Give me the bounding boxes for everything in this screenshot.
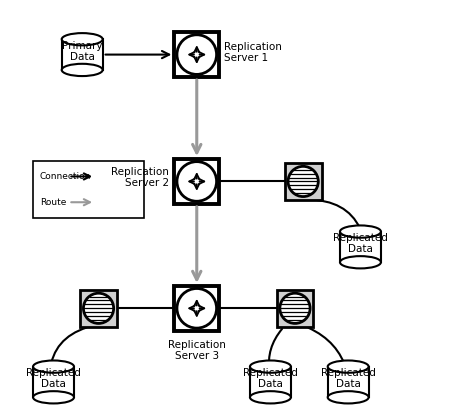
Ellipse shape xyxy=(340,256,381,268)
Bar xyxy=(174,159,219,204)
Text: Replicated
Data: Replicated Data xyxy=(321,368,375,389)
Bar xyxy=(80,290,117,327)
Circle shape xyxy=(288,166,318,197)
Bar xyxy=(250,367,291,397)
Ellipse shape xyxy=(62,33,103,45)
Circle shape xyxy=(177,162,217,201)
Text: Replication
Server 1: Replication Server 1 xyxy=(224,42,282,63)
Ellipse shape xyxy=(33,360,74,373)
Ellipse shape xyxy=(250,391,291,403)
Circle shape xyxy=(84,293,114,323)
Bar xyxy=(174,32,219,77)
Ellipse shape xyxy=(340,225,381,238)
Ellipse shape xyxy=(328,360,369,373)
Ellipse shape xyxy=(250,360,291,373)
Text: Replication
Server 3: Replication Server 3 xyxy=(168,340,226,361)
Ellipse shape xyxy=(33,391,74,403)
Bar xyxy=(328,367,369,397)
Ellipse shape xyxy=(328,391,369,403)
Text: Connection: Connection xyxy=(39,172,91,181)
Circle shape xyxy=(177,288,217,328)
Text: Replication
Server 2: Replication Server 2 xyxy=(112,166,169,188)
Text: Replicated
Data: Replicated Data xyxy=(333,233,388,255)
Text: Primary
Data: Primary Data xyxy=(62,40,102,62)
Bar xyxy=(33,161,144,218)
Text: Route: Route xyxy=(39,198,66,207)
Bar xyxy=(285,163,322,200)
Circle shape xyxy=(177,35,217,75)
Text: Replicated
Data: Replicated Data xyxy=(26,368,81,389)
Bar xyxy=(340,232,381,262)
Bar xyxy=(277,290,313,327)
Text: Replicated
Data: Replicated Data xyxy=(243,368,298,389)
Bar xyxy=(62,39,103,70)
Bar xyxy=(174,286,219,331)
Bar xyxy=(33,367,74,397)
Circle shape xyxy=(280,293,310,323)
Ellipse shape xyxy=(62,64,103,76)
